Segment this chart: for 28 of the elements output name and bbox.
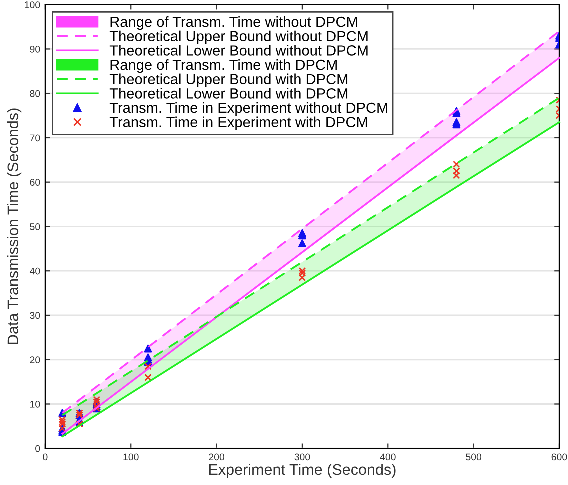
y-tick-label: 20: [30, 356, 40, 364]
x-tick-label: 100: [124, 454, 139, 461]
legend-label: Transm. Time in Experiment without DPCM: [110, 102, 388, 116]
y-tick-label: 40: [30, 268, 40, 275]
legend-label: Theoretical Upper Bound without DPCM: [110, 30, 368, 44]
legend-label: Theoretical Lower Bound with DPCM: [110, 88, 348, 99]
y-tick-label: 60: [30, 179, 40, 186]
legend-label: Theoretical Upper Bound with DPCM: [110, 74, 348, 88]
legend-label: Transm. Time in Experiment with DPCM: [110, 116, 368, 130]
legend-label: Range of Transm. Time with DPCM: [110, 59, 337, 74]
x-axis-title: Experiment Time (Seconds): [209, 464, 396, 478]
legend-label: Theoretical Lower Bound without DPCM: [110, 45, 368, 56]
x-tick-label: 300: [294, 454, 310, 461]
x-tick-label: 200: [209, 454, 225, 461]
y-tick-label: 80: [30, 90, 40, 98]
y-tick-label: 30: [30, 312, 40, 320]
y-tick-label: 50: [30, 223, 40, 230]
y-tick-label: 90: [30, 46, 40, 53]
x-tick-label: 500: [466, 454, 482, 461]
y-tick-label: 70: [30, 134, 40, 142]
y-tick-label: 10: [30, 400, 40, 408]
legend-label: Range of Transm. Time without DPCM: [110, 16, 358, 30]
x-tick-label: 600: [552, 454, 568, 461]
x-tick-label: 0: [43, 454, 48, 461]
y-tick-label: 100: [25, 2, 40, 8]
y-tick-label: 0: [36, 445, 40, 452]
y-axis-title: Data Transmission Time (Seconds): [7, 108, 22, 344]
x-tick-label: 400: [380, 454, 396, 461]
